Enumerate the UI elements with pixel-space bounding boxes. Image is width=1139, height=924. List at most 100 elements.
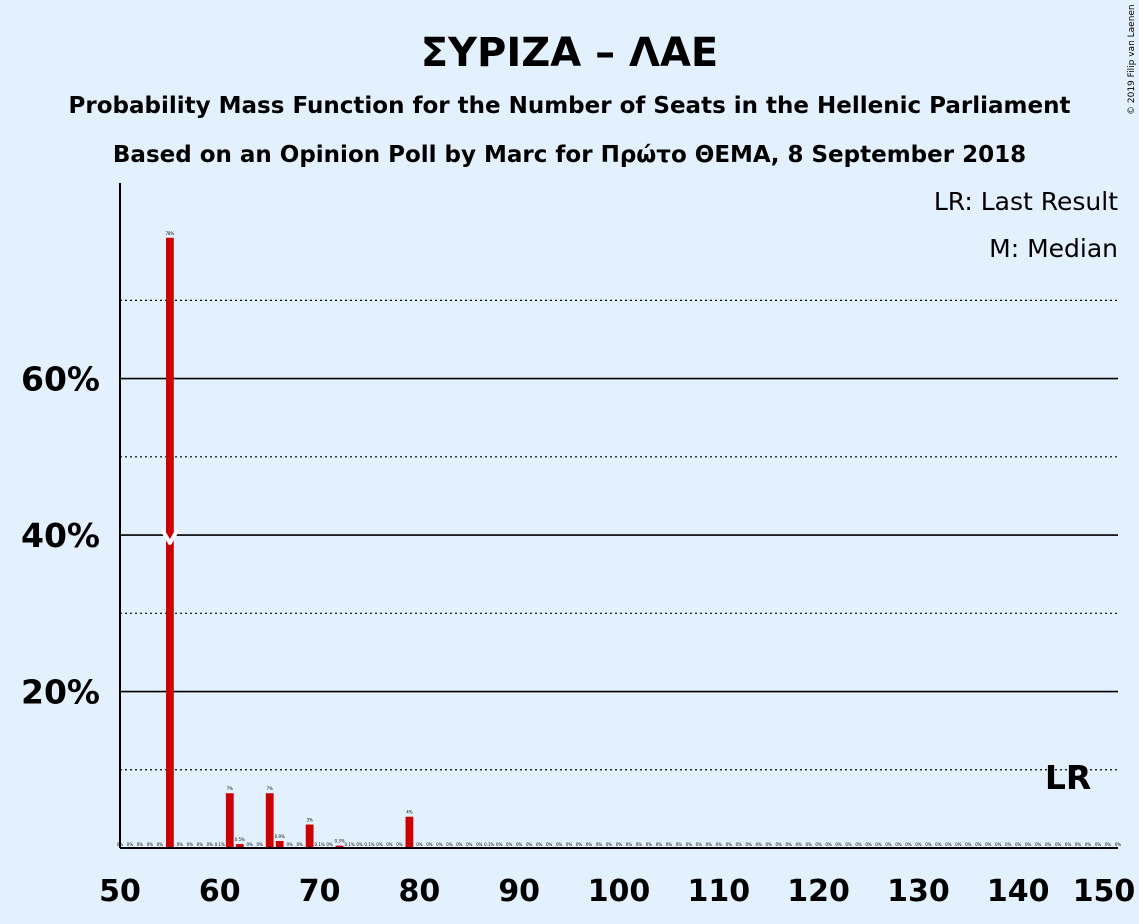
zero-label: 0% [716, 842, 723, 847]
zero-label: 0% [426, 842, 433, 847]
zero-label: 0% [845, 842, 852, 847]
legend-last-result: LR: Last Result [934, 187, 1118, 216]
zero-label: 0% [855, 842, 862, 847]
zero-label: 0% [776, 842, 783, 847]
x-tick-label: 140 [987, 874, 1050, 909]
x-tick-label: 50 [99, 874, 141, 909]
legend-median: M: Median [989, 234, 1118, 263]
zero-label: 0% [805, 842, 812, 847]
zero-label: 0% [396, 842, 403, 847]
zero-label: 0% [1025, 842, 1032, 847]
chart-source: Based on an Opinion Poll by Marc for Πρώ… [113, 142, 1026, 168]
zero-label: 0% [286, 842, 293, 847]
x-tick-label: 60 [199, 874, 241, 909]
zero-label: 0% [915, 842, 922, 847]
zero-label: 0% [835, 842, 842, 847]
zero-label: 0% [1095, 842, 1102, 847]
zero-label: 0% [147, 842, 154, 847]
zero-labels: 0%0%0%0%0%0%0%0%0%0.1%0%0%0%0%0.1%0%0.1%… [117, 842, 1122, 847]
zero-label: 0.1% [315, 842, 325, 847]
zero-label: 0% [656, 842, 663, 847]
bar-label: 78% [165, 231, 174, 236]
zero-label: 0% [696, 842, 703, 847]
last-result-label: LR [1045, 758, 1091, 797]
x-tick-label: 70 [299, 874, 341, 909]
zero-label: 0% [1115, 842, 1122, 847]
zero-label: 0% [965, 842, 972, 847]
zero-label: 0% [935, 842, 942, 847]
zero-label: 0% [137, 842, 144, 847]
bar-label: 0.3% [334, 839, 344, 844]
zero-label: 0.1% [344, 842, 354, 847]
x-tick-label: 120 [787, 874, 850, 909]
zero-label: 0% [975, 842, 982, 847]
zero-label: 0% [785, 842, 792, 847]
median-marker-icon [160, 529, 179, 545]
zero-label: 0% [1105, 842, 1112, 847]
bar-label: 0.5% [235, 837, 245, 842]
zero-label: 0% [815, 842, 822, 847]
zero-label: 0% [296, 842, 303, 847]
zero-label: 0% [1055, 842, 1062, 847]
zero-label: 0% [756, 842, 763, 847]
bar [275, 840, 284, 848]
zero-label: 0% [476, 842, 483, 847]
x-tick-label: 80 [399, 874, 441, 909]
zero-label: 0% [865, 842, 872, 847]
x-tick-label: 110 [687, 874, 750, 909]
zero-label: 0.1% [484, 842, 494, 847]
x-tick-label: 130 [887, 874, 950, 909]
zero-label: 0% [546, 842, 553, 847]
zero-label: 0% [257, 842, 264, 847]
zero-label: 0% [376, 842, 383, 847]
zero-label: 0% [795, 842, 802, 847]
zero-label: 0% [766, 842, 773, 847]
zero-label: 0% [416, 842, 423, 847]
zero-label: 0% [496, 842, 503, 847]
zero-label: 0.1% [364, 842, 374, 847]
zero-label: 0% [875, 842, 882, 847]
zero-label: 0% [386, 842, 393, 847]
zero-label: 0% [1075, 842, 1082, 847]
zero-label: 0% [895, 842, 902, 847]
zero-label: 0% [536, 842, 543, 847]
x-tick-label: 150 [1073, 874, 1136, 909]
zero-label: 0% [506, 842, 513, 847]
bar-label: 7% [227, 786, 234, 791]
copyright-notice: © 2019 Filip van Laenen [1127, 4, 1137, 115]
zero-label: 0% [326, 842, 333, 847]
bar [265, 793, 274, 848]
last-result-group: LR [1045, 758, 1091, 797]
zero-label: 0% [686, 842, 693, 847]
zero-label: 0% [925, 842, 932, 847]
y-tick-label: 60% [21, 360, 100, 399]
zero-label: 0% [356, 842, 363, 847]
zero-label: 0% [985, 842, 992, 847]
zero-label: 0% [556, 842, 563, 847]
bar-label: 3% [306, 818, 313, 823]
bar-labels: 78% 7% 0.5% 7% 0.9% 3% 0.3% 4% [165, 231, 412, 844]
zero-label: 0% [736, 842, 743, 847]
x-tick-label: 100 [588, 874, 651, 909]
zero-label: 0% [177, 842, 184, 847]
zero-label: 0% [995, 842, 1002, 847]
bar [225, 793, 234, 848]
zero-label: 0% [1065, 842, 1072, 847]
median-marker-group [160, 529, 179, 545]
zero-label: 0% [1035, 842, 1042, 847]
x-tick-label: 90 [498, 874, 540, 909]
zero-label: 0% [187, 842, 194, 847]
y-tick-label: 20% [21, 673, 100, 712]
zero-label: 0% [885, 842, 892, 847]
bar [305, 824, 314, 848]
zero-label: 0% [726, 842, 733, 847]
zero-label: 0% [456, 842, 463, 847]
zero-label: 0% [1005, 842, 1012, 847]
y-axis-labels: 20% 40% 60% [21, 360, 100, 712]
zero-label: 0% [576, 842, 583, 847]
chart-subtitle: Probability Mass Function for the Number… [69, 93, 1071, 119]
bars [166, 237, 414, 848]
bar [235, 844, 244, 848]
zero-label: 0% [526, 842, 533, 847]
zero-label: 0% [197, 842, 204, 847]
